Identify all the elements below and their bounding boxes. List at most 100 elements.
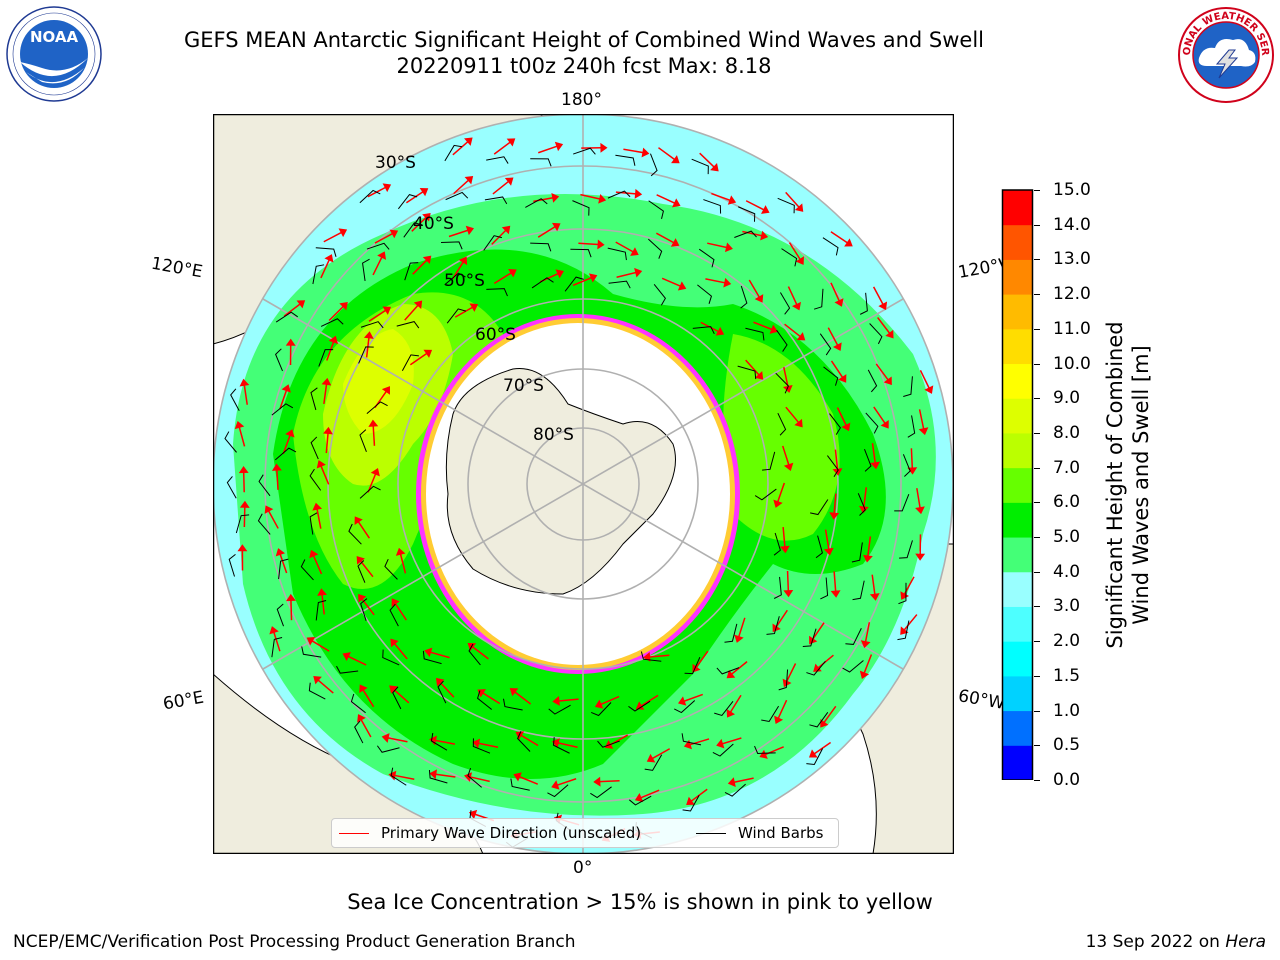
wind-barb: [428, 769, 448, 784]
wave-arrow-shaft: [242, 472, 245, 493]
wave-arrow-shaft: [711, 192, 731, 202]
wave-arrow-head: [429, 769, 438, 780]
wave-arrow-shaft: [520, 734, 539, 747]
wind-barb: [867, 369, 878, 393]
wind-barb: [258, 474, 271, 497]
wind-barb: [716, 667, 740, 675]
wave-arrow-head: [285, 338, 296, 346]
wind-barb: [734, 230, 757, 238]
wave-arrow-head: [830, 590, 841, 598]
wave-arrow-head: [878, 301, 888, 311]
colorbar-tick-mark: [1034, 259, 1040, 261]
wind-barb: [376, 745, 400, 753]
wind-barb: [570, 248, 592, 258]
wave-arrow-shaft: [785, 406, 800, 424]
wave-arrow-shaft: [640, 789, 660, 799]
wave-arrow-head: [841, 422, 851, 432]
wave-arrow-head: [683, 739, 693, 750]
wind-barb: [362, 258, 370, 281]
wind-barb: [440, 241, 463, 250]
nws-logo: NATIONAL WEATHER SERVICE: [1177, 6, 1274, 103]
wind-barb: [310, 436, 319, 460]
wind-barb: [257, 513, 271, 535]
wave-arrow-head: [382, 183, 392, 193]
wave-arrow-head: [924, 385, 934, 394]
wave-arrow-shaft: [454, 306, 473, 318]
colorbar-tick-mark: [1034, 571, 1040, 573]
wind-barb: [822, 237, 839, 256]
wave-arrow-shaft: [705, 278, 726, 284]
wind-barb: [467, 767, 483, 788]
footer-branch: NCEP/EMC/Verification Post Processing Pr…: [13, 932, 576, 952]
wind-barb: [644, 754, 663, 771]
wave-arrow-shaft: [910, 448, 914, 469]
wave-arrow-head: [501, 225, 511, 235]
wave-arrow-shaft: [279, 553, 288, 574]
wind-barb: [852, 580, 865, 601]
wind-barb: [809, 712, 829, 728]
colorbar-tick-mark: [1034, 745, 1040, 747]
wave-arrow-head: [464, 175, 474, 185]
footer-date: 13 Sep 2022 on Hera: [1086, 932, 1266, 952]
wave-arrow-shaft: [699, 152, 715, 168]
wind-barb: [359, 485, 381, 499]
wind-barb: [271, 403, 294, 416]
wind-barb: [607, 190, 631, 199]
wave-arrow-head: [551, 192, 560, 203]
map-frame: [213, 114, 954, 854]
wind-barb: [894, 494, 910, 512]
wind-barb: [842, 660, 864, 673]
wave-arrow-head: [630, 247, 639, 256]
wave-arrow-shaft: [649, 654, 670, 658]
wave-arrow-shaft: [738, 617, 746, 638]
wind-barb: [703, 199, 722, 214]
wave-arrow-shaft: [238, 426, 246, 447]
wind-barb: [525, 198, 548, 208]
wave-arrow-shaft: [347, 655, 367, 666]
colorbar-block: [1002, 363, 1033, 399]
wave-arrow-head: [422, 213, 431, 222]
wave-arrow-head: [377, 251, 387, 260]
wave-arrow-shaft: [282, 434, 291, 455]
footer-machine: Hera: [1225, 932, 1266, 952]
wind-barb: [777, 412, 787, 436]
wave-arrow-head: [672, 198, 681, 208]
wind-barb: [650, 153, 658, 177]
wave-arrow-shaft: [362, 689, 375, 708]
wave-arrow-shaft: [722, 737, 742, 745]
wave-arrow-head: [339, 301, 348, 311]
wave-arrow-head: [759, 749, 768, 759]
wave-arrow-head: [783, 590, 794, 598]
wave-arrow-head: [509, 688, 519, 697]
wind-barb: [510, 778, 530, 791]
lon-label-180: 180°: [561, 90, 602, 110]
wave-arrow-shaft: [365, 337, 370, 358]
wave-arrow-shaft: [658, 147, 676, 161]
wind-barb: [653, 283, 666, 306]
lat-label-30s: 30°S: [375, 153, 416, 173]
wave-arrow-shaft: [514, 691, 532, 705]
wave-arrow-head: [643, 651, 651, 662]
wave-arrow-head: [773, 499, 783, 508]
wave-arrow-head: [281, 384, 291, 393]
wave-arrow-head: [716, 738, 725, 749]
wave-arrow-shaft: [871, 443, 876, 464]
colorbar-tick-mark: [1034, 502, 1040, 504]
wave-arrow-shaft: [357, 521, 371, 539]
wind-barb: [773, 532, 781, 556]
colorbar-label: Significant Height of Combined Wind Wave…: [1102, 321, 1154, 648]
wind-barb: [724, 623, 738, 643]
wind-barb: [640, 651, 662, 662]
wave-arrow-shaft: [786, 663, 797, 682]
noaa-logo-text: NOAA: [30, 28, 79, 46]
colorbar-tick-mark: [1034, 710, 1040, 712]
wave-arrow-head: [504, 177, 514, 186]
wave-arrow-head: [506, 138, 516, 147]
wave-arrow-shaft: [655, 232, 675, 244]
wave-arrow-head: [312, 502, 323, 511]
wave-arrow-head: [328, 335, 339, 345]
wind-barb: [308, 682, 326, 700]
wave-arrow-shaft: [833, 493, 837, 514]
wave-arrow-shaft: [448, 229, 469, 238]
wave-arrow-shaft: [572, 276, 592, 287]
